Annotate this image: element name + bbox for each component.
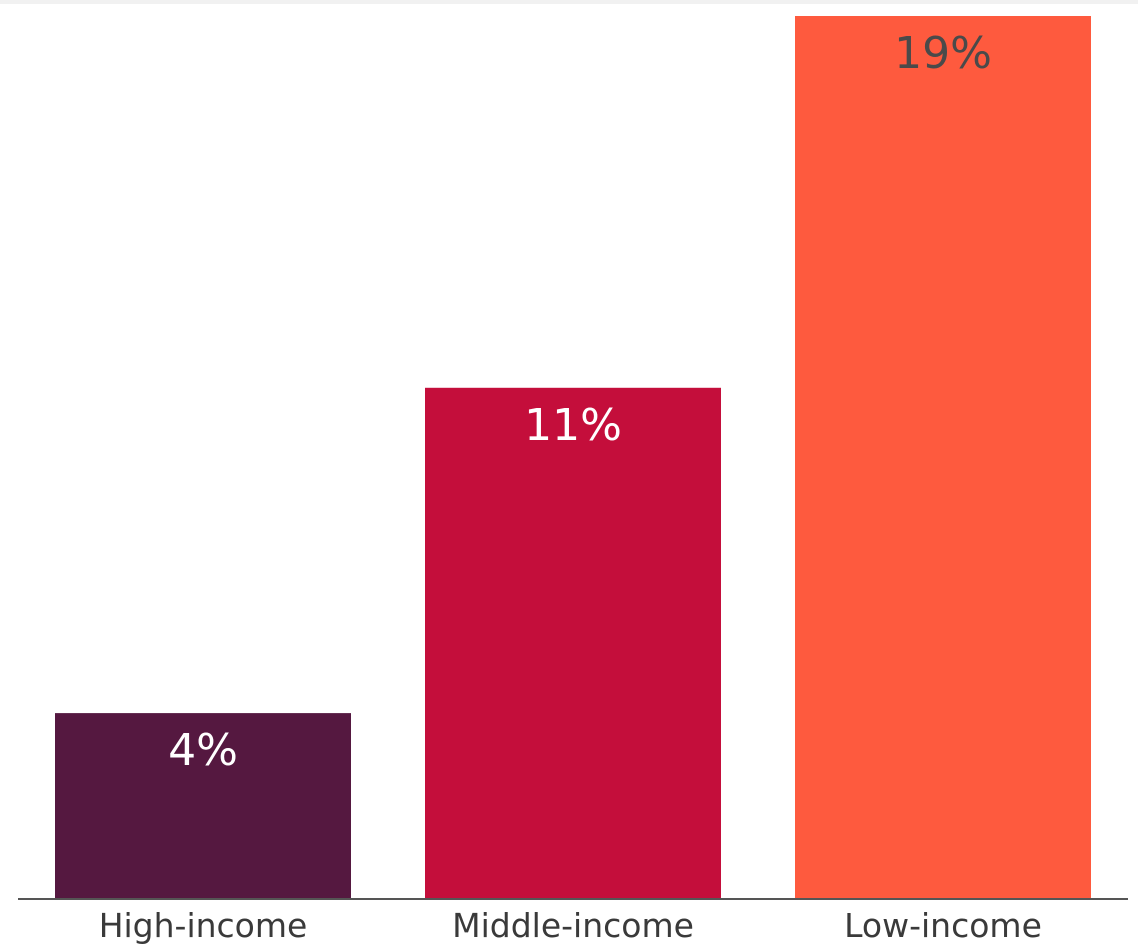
top-rule (0, 0, 1138, 4)
x-tick-labels-group: High-income Middle-income Low-income (99, 906, 1042, 945)
x-tick-label-middle-income: Middle-income (452, 906, 694, 945)
x-tick-label-low-income: Low-income (844, 906, 1042, 945)
bar-low-income (795, 16, 1091, 899)
x-tick-label-high-income: High-income (99, 906, 308, 945)
data-label-high-income: 4% (168, 725, 238, 776)
data-labels-group: 4% 11% 19% (168, 28, 992, 776)
bar-high-income (55, 713, 351, 899)
data-label-middle-income: 11% (524, 400, 622, 451)
bars-group (55, 16, 1091, 899)
bar-middle-income (425, 387, 721, 899)
data-label-low-income: 19% (894, 28, 992, 79)
